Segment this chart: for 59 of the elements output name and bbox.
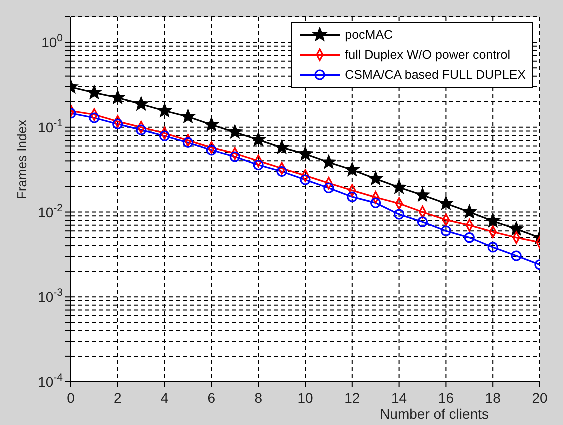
point (462, 204, 477, 218)
point (136, 124, 147, 136)
point (511, 250, 522, 262)
point (276, 166, 288, 178)
point (392, 180, 406, 194)
point (394, 209, 405, 220)
point (181, 109, 196, 124)
x-tick-label: 8 (254, 390, 263, 406)
legend-label: CSMA/CA based FULL DUPLEX (345, 68, 526, 82)
point (324, 182, 334, 194)
point (182, 137, 194, 148)
point (228, 124, 242, 138)
point (440, 226, 452, 236)
point (204, 117, 219, 132)
point (416, 188, 430, 202)
point (298, 146, 313, 160)
point (345, 162, 360, 176)
point (488, 242, 498, 253)
x-tick-label: 18 (485, 390, 502, 406)
y-tick-label: 10$^{-1}$ (38, 117, 64, 136)
point (347, 192, 358, 202)
point (274, 140, 290, 154)
y-axis-title: Frames Index (14, 120, 30, 200)
point (112, 118, 124, 130)
point (134, 96, 149, 111)
point (206, 145, 217, 156)
point (322, 155, 336, 169)
point (509, 222, 524, 236)
point (89, 112, 100, 124)
x-tick-label: 14 (392, 390, 408, 406)
point (158, 104, 172, 118)
point (439, 196, 454, 210)
point (368, 171, 384, 186)
x-tick-label: 12 (344, 390, 360, 406)
point (464, 232, 475, 244)
x-tick-label: 20 (532, 390, 548, 406)
y-tick-label: 10$^{-3}$ (38, 287, 64, 306)
point (370, 198, 382, 208)
x-tick-label: 2 (114, 390, 122, 406)
point (417, 216, 428, 228)
x-tick-label: 6 (208, 390, 216, 406)
point (160, 130, 170, 142)
point (110, 90, 126, 104)
legend-label: pocMAC (345, 28, 394, 42)
x-tick-label: 0 (67, 390, 76, 406)
point (253, 160, 264, 171)
point (486, 214, 500, 228)
y-tick-label: 10$^{-4}$ (38, 372, 64, 390)
x-tick-label: 10 (298, 390, 314, 406)
legend-label: full Duplex W/O power control (345, 48, 510, 62)
point (251, 132, 266, 146)
y-tick-label: 10$^{0}$ (42, 32, 64, 51)
y-tick-label: 10$^{-2}$ (38, 202, 64, 220)
x-tick-label: 16 (438, 390, 454, 406)
x-axis-title: Number of clients (380, 406, 489, 422)
x-tick-label: 4 (160, 390, 169, 406)
point (300, 174, 311, 186)
point (87, 85, 102, 100)
point (230, 152, 240, 162)
